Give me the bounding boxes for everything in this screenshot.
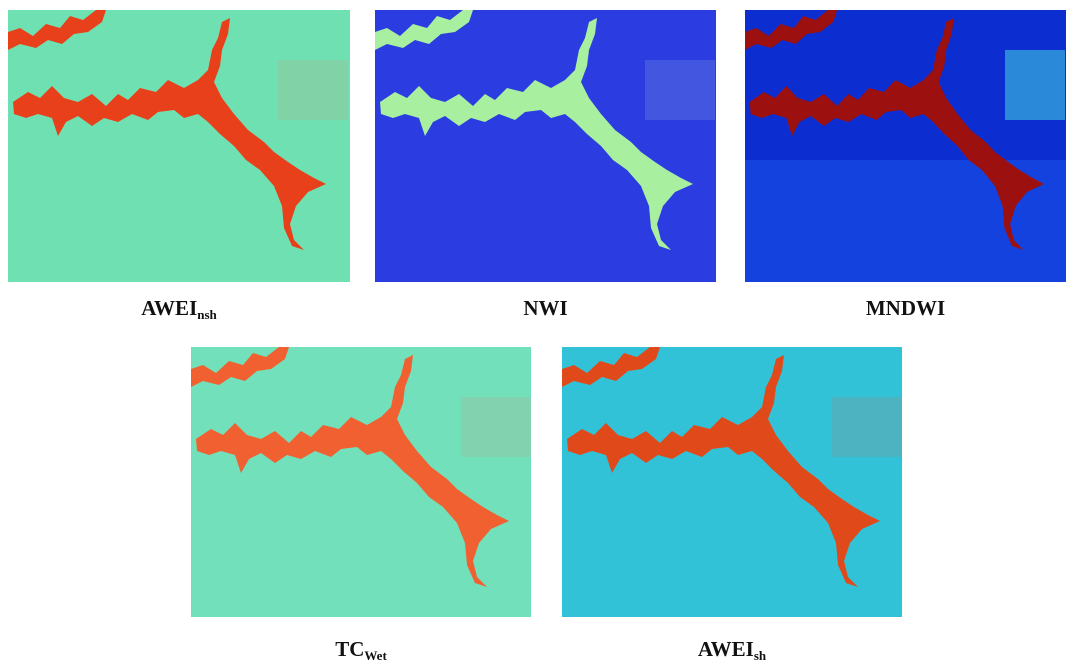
caption: NWI <box>375 296 716 321</box>
caption-subscript: sh <box>754 648 766 663</box>
index-map <box>8 10 350 282</box>
index-map <box>191 347 531 617</box>
caption-text: NWI <box>523 296 567 320</box>
panel: AWEIsh <box>562 347 902 617</box>
panel: AWEInsh <box>8 10 350 282</box>
caption-text: TC <box>335 637 364 661</box>
caption: AWEInsh <box>8 296 350 323</box>
caption-subscript: nsh <box>197 307 217 322</box>
caption-text: AWEI <box>698 637 754 661</box>
caption-subscript: Wet <box>364 648 386 663</box>
caption-text: AWEI <box>141 296 197 320</box>
panel: MNDWI <box>745 10 1066 282</box>
index-map <box>375 10 716 282</box>
caption: MNDWI <box>745 296 1066 321</box>
panel: NWI <box>375 10 716 282</box>
caption-text: MNDWI <box>866 296 945 320</box>
panel: TCWet <box>191 347 531 617</box>
caption: TCWet <box>191 637 531 664</box>
caption: AWEIsh <box>562 637 902 664</box>
figure: AWEInsh NWI MNDWI TCWet AWEIsh (() => { … <box>0 0 1074 665</box>
index-map <box>745 10 1066 282</box>
index-map <box>562 347 902 617</box>
